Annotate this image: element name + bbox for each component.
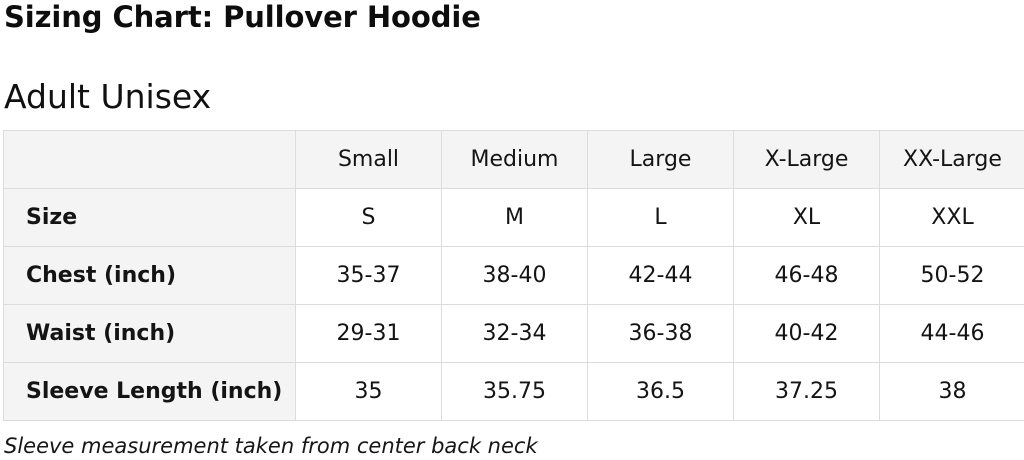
table-header-row: Small Medium Large X-Large XX-Large <box>3 130 1024 189</box>
page-title: Sizing Chart: Pullover Hoodie <box>4 0 481 34</box>
row-label-waist: Waist (inch) <box>3 304 296 363</box>
cell-size-medium: M <box>441 188 588 247</box>
cell-size-small: S <box>295 188 442 247</box>
sizing-table: Small Medium Large X-Large XX-Large Size… <box>3 130 1024 421</box>
cell-waist-medium: 32-34 <box>441 304 588 363</box>
cell-size-large: L <box>587 188 734 247</box>
cell-sleeve-x-large: 37.25 <box>733 362 880 421</box>
column-header-small: Small <box>295 130 442 189</box>
table-body: Size S M L XL XXL Chest (inch) 35-37 38-… <box>3 188 1024 421</box>
column-header-xx-large: XX-Large <box>879 130 1024 189</box>
table-row: Chest (inch) 35-37 38-40 42-44 46-48 50-… <box>3 246 1024 305</box>
section-subtitle: Adult Unisex <box>4 77 212 116</box>
column-header-x-large: X-Large <box>733 130 880 189</box>
row-label-chest: Chest (inch) <box>3 246 296 305</box>
cell-sleeve-small: 35 <box>295 362 442 421</box>
table-header: Small Medium Large X-Large XX-Large <box>3 130 1024 189</box>
cell-size-xx-large: XXL <box>879 188 1024 247</box>
table-corner-cell <box>3 130 296 189</box>
cell-waist-large: 36-38 <box>587 304 734 363</box>
row-label-size: Size <box>3 188 296 247</box>
cell-chest-large: 42-44 <box>587 246 734 305</box>
column-header-large: Large <box>587 130 734 189</box>
cell-sleeve-xx-large: 38 <box>879 362 1024 421</box>
cell-sleeve-large: 36.5 <box>587 362 734 421</box>
row-label-sleeve-length: Sleeve Length (inch) <box>3 362 296 421</box>
footnote-text: Sleeve measurement taken from center bac… <box>4 434 538 458</box>
column-header-medium: Medium <box>441 130 588 189</box>
cell-chest-xx-large: 50-52 <box>879 246 1024 305</box>
table-row: Size S M L XL XXL <box>3 188 1024 247</box>
table-row: Sleeve Length (inch) 35 35.75 36.5 37.25… <box>3 362 1024 421</box>
cell-waist-x-large: 40-42 <box>733 304 880 363</box>
cell-size-x-large: XL <box>733 188 880 247</box>
table-row: Waist (inch) 29-31 32-34 36-38 40-42 44-… <box>3 304 1024 363</box>
cell-chest-x-large: 46-48 <box>733 246 880 305</box>
cell-chest-medium: 38-40 <box>441 246 588 305</box>
cell-waist-small: 29-31 <box>295 304 442 363</box>
cell-waist-xx-large: 44-46 <box>879 304 1024 363</box>
cell-sleeve-medium: 35.75 <box>441 362 588 421</box>
cell-chest-small: 35-37 <box>295 246 442 305</box>
